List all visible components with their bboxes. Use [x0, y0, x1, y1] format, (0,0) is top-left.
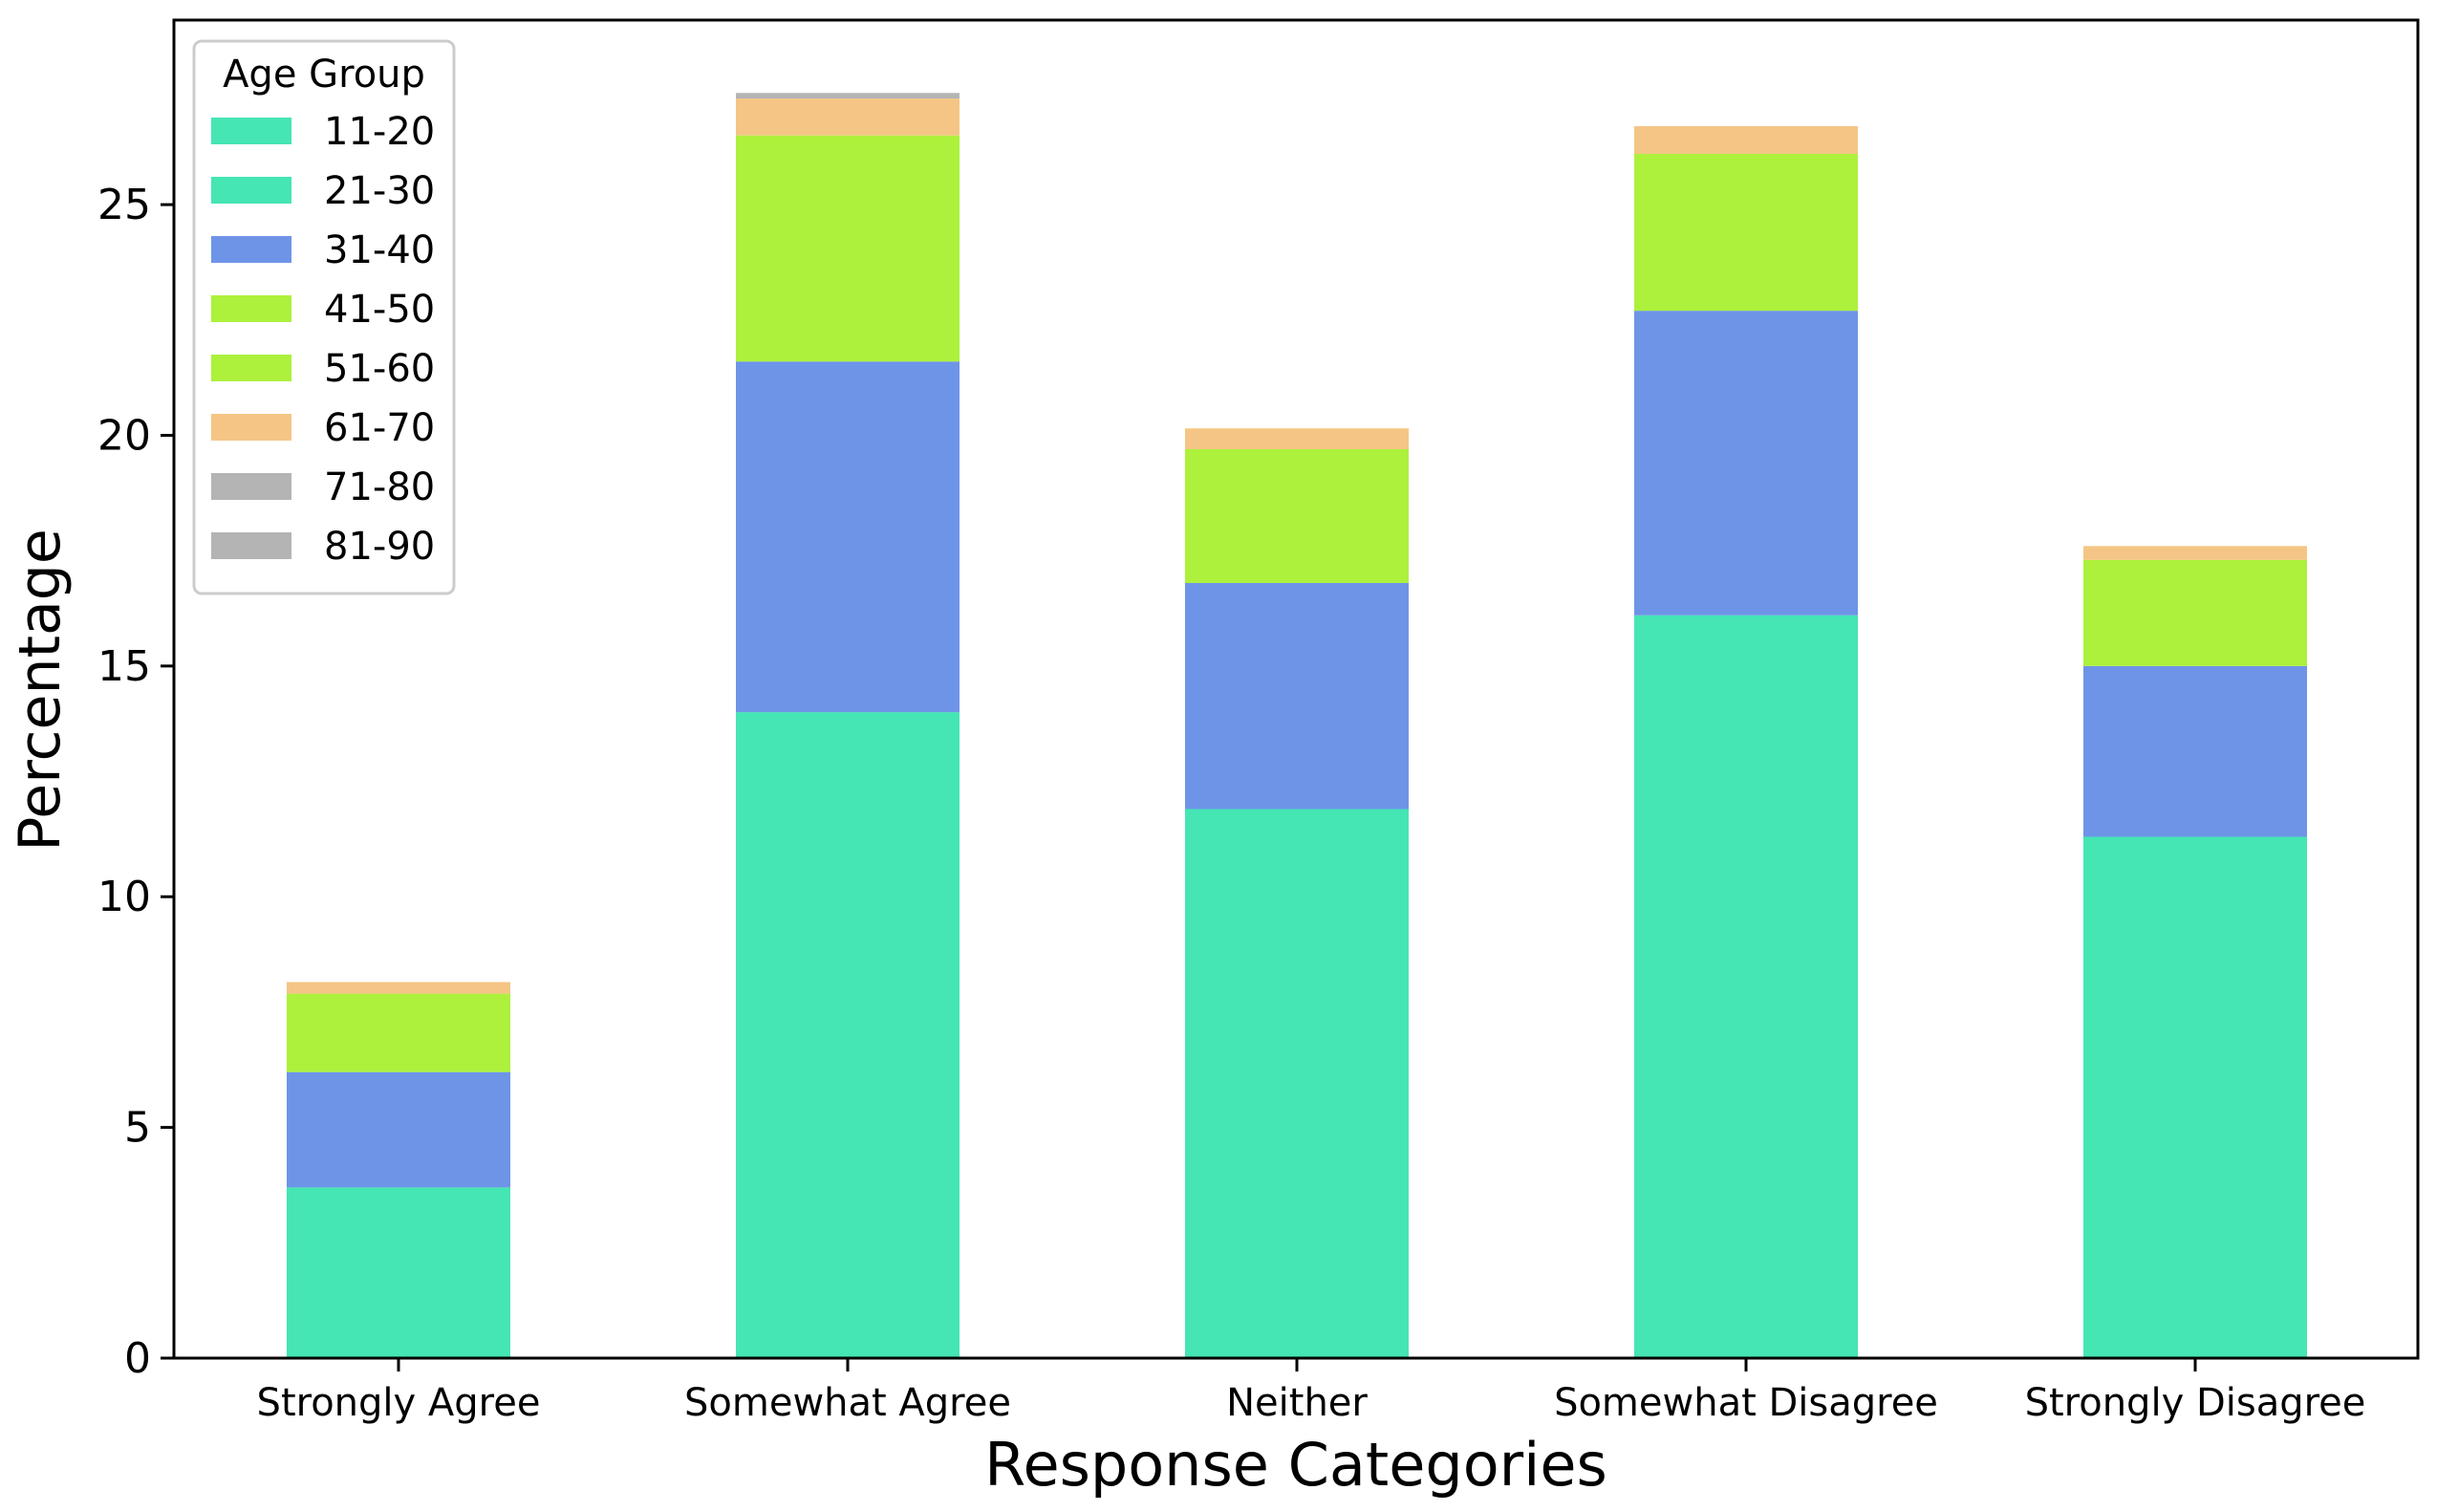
- bar-segment-61-70-somewhat-agree: [736, 98, 960, 136]
- legend-swatch: [211, 473, 291, 500]
- bar-segment-61-70-somewhat-disagree: [1634, 126, 1858, 154]
- bar-segment-21-30-neither: [1185, 809, 1409, 1358]
- bar-segment-61-70-strongly-disagree: [2083, 546, 2307, 560]
- legend-swatch: [211, 236, 291, 263]
- x-tick-label: Strongly Disagree: [2025, 1381, 2366, 1425]
- legend-label: 51-60: [324, 347, 435, 391]
- legend: Age Group 11-20 21-30 31-40 41-50 51-60 61-70 7…: [192, 39, 456, 595]
- x-tick-label: Strongly Agree: [257, 1381, 541, 1425]
- bar-segment-61-70-neither: [1185, 428, 1409, 449]
- bar-segment-61-70-strongly-agree: [287, 982, 510, 994]
- y-axis-title: Percentage: [7, 529, 74, 852]
- y-tick-label: 5: [124, 1104, 151, 1153]
- y-tick-label: 25: [97, 181, 151, 229]
- bar-segment-31-40-strongly-disagree: [2083, 665, 2307, 837]
- bar-segment-51-60-somewhat-agree: [736, 135, 960, 362]
- bar-segment-31-40-somewhat-agree: [736, 361, 960, 713]
- bar-segment-21-30-somewhat-agree: [736, 712, 960, 1358]
- bar-segment-31-40-strongly-agree: [287, 1071, 510, 1188]
- bar-segment-51-60-neither: [1185, 448, 1409, 583]
- x-tick-label: Somewhat Agree: [684, 1381, 1011, 1425]
- legend-label: 21-30: [324, 169, 435, 213]
- legend-label: 81-90: [324, 525, 435, 569]
- bar-segment-21-30-strongly-agree: [287, 1187, 510, 1358]
- bar-segment-31-40-somewhat-disagree: [1634, 311, 1858, 616]
- bar-segment-51-60-strongly-disagree: [2083, 559, 2307, 666]
- y-axis: 0 5 10 15 20 25: [97, 181, 174, 1383]
- legend-swatch: [211, 414, 291, 441]
- x-tick-label: Somewhat Disagree: [1554, 1381, 1938, 1425]
- x-axis: Strongly Agree Somewhat Agree Neither Somew…: [257, 1358, 2366, 1425]
- legend-swatch: [211, 177, 291, 204]
- bar-segment-51-60-strongly-agree: [287, 993, 510, 1072]
- x-tick-label: Neither: [1226, 1381, 1368, 1425]
- bar-segment-21-30-somewhat-disagree: [1634, 615, 1858, 1358]
- legend-swatch: [211, 295, 291, 322]
- legend-label: 11-20: [324, 110, 435, 154]
- legend-label: 41-50: [324, 288, 435, 332]
- bar-segment-31-40-neither: [1185, 582, 1409, 810]
- legend-label: 31-40: [324, 228, 435, 272]
- y-tick-label: 20: [97, 411, 151, 460]
- y-tick-label: 0: [124, 1334, 151, 1383]
- legend-label: 61-70: [324, 406, 435, 450]
- bar-segment-71-80-somewhat-agree: [736, 93, 960, 99]
- legend-label: 71-80: [324, 465, 435, 509]
- y-tick-label: 10: [97, 873, 151, 921]
- x-axis-title: Response Categories: [984, 1430, 1607, 1500]
- bar-segment-21-30-strongly-disagree: [2083, 836, 2307, 1358]
- y-tick-label: 15: [97, 642, 151, 691]
- legend-swatch: [211, 355, 291, 381]
- legend-swatch: [211, 532, 291, 559]
- bars-layer: [287, 93, 2307, 1358]
- bar-segment-51-60-somewhat-disagree: [1634, 154, 1858, 312]
- legend-title: Age Group: [223, 53, 425, 97]
- legend-swatch: [211, 118, 291, 144]
